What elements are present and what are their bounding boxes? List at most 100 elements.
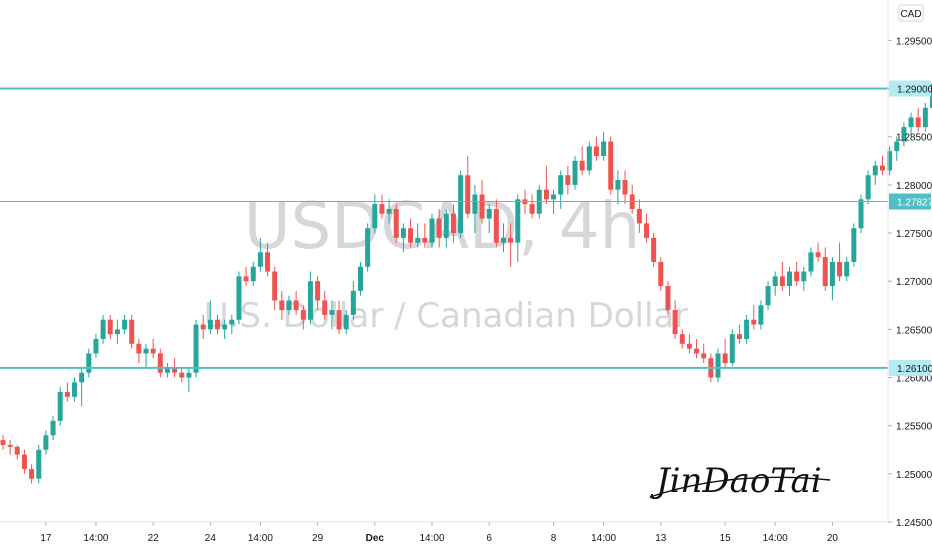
candle: [858, 194, 864, 234]
candle-body: [808, 252, 814, 272]
time-axis[interactable]: 17 14:00 22 24 14:00 29 Dec 14:00 6 8 14:00 13 15 14:…: [40, 522, 838, 544]
candle: [651, 233, 657, 267]
candle: [686, 334, 692, 354]
candle-body: [794, 271, 800, 282]
candle-body: [615, 180, 621, 190]
candle-body: [57, 391, 63, 421]
candle: [50, 416, 56, 441]
candle: [772, 271, 778, 296]
candle-body: [21, 454, 27, 470]
candle-body: [365, 228, 371, 267]
candle: [736, 324, 742, 344]
candle: [529, 194, 535, 219]
candle-body: [343, 314, 349, 330]
candle: [593, 136, 599, 161]
candle-body: [558, 175, 564, 195]
candle-body: [114, 329, 120, 335]
candle: [615, 170, 621, 205]
candle-body: [515, 199, 521, 243]
x-tick-label: 29: [312, 533, 324, 544]
candle-body: [729, 334, 735, 364]
currency-badge[interactable]: CAD: [898, 4, 924, 22]
candle: [901, 122, 907, 147]
candle: [837, 242, 843, 282]
candle-body: [529, 204, 535, 214]
x-tick-label: 20: [827, 533, 839, 544]
candle-body: [851, 228, 857, 262]
candle-body: [358, 266, 363, 291]
candle: [572, 155, 578, 190]
candle-body: [315, 281, 321, 301]
candle: [415, 223, 421, 248]
candle: [729, 329, 735, 366]
y-tick-label: 1.25000: [896, 470, 932, 481]
candle: [336, 300, 342, 335]
candle-body: [107, 319, 113, 335]
x-tick-label: 14:00: [591, 533, 616, 544]
candle-body: [272, 271, 278, 301]
candle: [443, 208, 449, 248]
candle-body: [479, 194, 485, 219]
candle: [150, 338, 156, 359]
candle: [636, 199, 642, 234]
candle-body: [436, 218, 442, 238]
candle-body: [379, 204, 385, 214]
candle-body: [422, 237, 428, 243]
candle: [915, 107, 921, 132]
candle-body: [64, 391, 70, 397]
candle-body: [665, 286, 671, 311]
horizontal-lines-group: [0, 87, 888, 369]
candle: [715, 348, 721, 383]
candle: [300, 305, 306, 330]
candle: [565, 165, 571, 195]
candle-body: [193, 324, 199, 373]
candle: [7, 440, 13, 455]
candle-body: [887, 151, 893, 171]
candle-body: [908, 117, 914, 128]
candle-body: [458, 175, 464, 234]
candle: [429, 213, 435, 248]
candle: [0, 435, 6, 450]
candle-body: [787, 271, 792, 287]
candle-body: [472, 194, 478, 214]
candle: [343, 310, 349, 335]
candle-body: [243, 276, 249, 282]
candle-body: [486, 208, 492, 219]
candle: [586, 141, 592, 176]
candle-body: [844, 261, 850, 277]
candle: [157, 348, 163, 378]
candle-body: [329, 310, 335, 315]
candle-body: [508, 237, 514, 243]
candle-body: [722, 353, 728, 364]
y-tick-label: 1.29500: [896, 36, 932, 47]
y-tick-label: 1.27000: [896, 277, 932, 288]
candle: [79, 367, 85, 407]
candle-body: [136, 343, 142, 354]
candle-body: [164, 367, 170, 373]
candle: [143, 343, 149, 368]
candle-body: [586, 146, 592, 171]
x-tick-label: 22: [148, 533, 160, 544]
candle-body: [715, 353, 721, 378]
candle: [64, 382, 70, 402]
candle-body: [386, 208, 392, 214]
candle: [601, 131, 607, 161]
candle-body: [215, 319, 220, 330]
candle: [622, 170, 628, 205]
candle: [844, 257, 850, 282]
candle: [579, 146, 585, 176]
candle-body: [122, 319, 128, 330]
candle-body: [172, 367, 178, 373]
candle-body: [801, 271, 807, 282]
candle-body: [543, 189, 549, 200]
candle: [408, 218, 414, 248]
candle: [358, 261, 363, 296]
candle-body: [644, 223, 649, 238]
candle: [222, 319, 228, 339]
candle: [21, 449, 27, 474]
candle-body: [465, 175, 471, 214]
candle-body: [29, 469, 35, 479]
signature: JinDaoTai: [649, 461, 831, 501]
y-tick-label: 1.28000: [896, 181, 932, 192]
candle: [286, 295, 292, 315]
